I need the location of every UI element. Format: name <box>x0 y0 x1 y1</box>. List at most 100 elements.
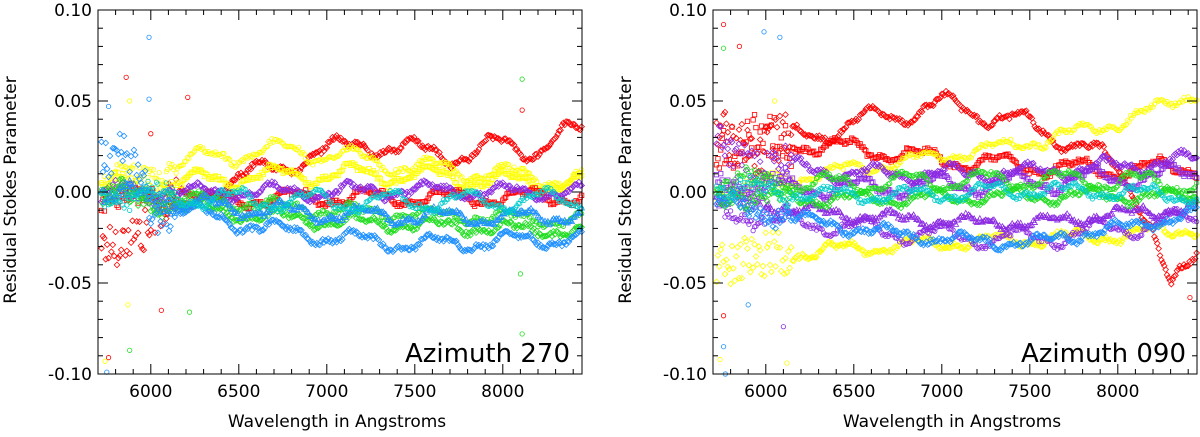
data-point <box>201 205 207 211</box>
data-point <box>113 147 121 154</box>
y-tick-label: 0.00 <box>54 183 92 203</box>
data-point <box>207 209 215 216</box>
data-point <box>724 263 732 271</box>
data-point <box>1079 140 1086 147</box>
data-point <box>1006 115 1013 123</box>
data-point <box>184 206 191 214</box>
data-point <box>571 232 578 239</box>
data-point <box>866 250 874 258</box>
data-point <box>545 240 553 247</box>
data-point <box>1171 103 1177 109</box>
data-point <box>1153 240 1161 247</box>
scatter-points <box>98 34 586 375</box>
data-point <box>355 184 363 191</box>
data-point <box>1009 141 1015 147</box>
data-point <box>232 164 238 170</box>
data-point <box>500 228 508 236</box>
data-point <box>398 144 405 152</box>
data-point <box>419 142 426 150</box>
data-point <box>730 265 737 272</box>
data-point <box>403 224 411 231</box>
data-point <box>211 195 217 201</box>
data-point <box>162 207 170 214</box>
data-point <box>1163 271 1171 279</box>
data-point <box>730 132 737 140</box>
data-point <box>146 34 152 40</box>
data-point <box>441 168 447 174</box>
data-point <box>383 168 389 174</box>
data-point <box>568 185 576 192</box>
data-point <box>276 205 282 211</box>
data-point <box>126 168 134 176</box>
data-point <box>245 222 253 230</box>
data-point <box>302 219 310 226</box>
data-point <box>498 168 504 174</box>
data-point <box>137 179 145 186</box>
data-point <box>312 149 319 157</box>
data-point <box>573 174 579 180</box>
data-point <box>720 141 727 149</box>
data-point <box>547 229 555 237</box>
data-point <box>860 144 866 150</box>
panel-annotation: Azimuth 090 <box>1021 339 1186 369</box>
data-point <box>391 171 397 177</box>
data-point <box>913 112 920 120</box>
data-point <box>103 241 111 248</box>
data-point <box>567 216 574 223</box>
data-point <box>142 183 148 189</box>
data-point <box>1170 273 1178 280</box>
data-point <box>375 218 383 225</box>
data-point <box>403 197 409 203</box>
data-point <box>521 165 527 172</box>
data-point <box>230 197 238 205</box>
data-point <box>179 182 185 188</box>
data-point <box>751 112 758 118</box>
data-point <box>548 232 556 240</box>
data-point <box>720 110 727 118</box>
data-point <box>748 235 756 243</box>
data-point <box>203 170 209 177</box>
data-point <box>534 212 542 219</box>
data-point <box>887 248 895 256</box>
data-point <box>900 121 908 128</box>
data-point <box>163 180 169 186</box>
data-point <box>323 144 331 152</box>
data-point <box>782 142 789 150</box>
data-point <box>146 96 152 102</box>
data-point <box>840 166 846 172</box>
data-point <box>1047 139 1053 145</box>
data-point <box>314 224 322 232</box>
data-point <box>317 212 323 218</box>
data-point <box>486 179 492 186</box>
data-point <box>189 151 195 157</box>
data-point <box>486 229 494 237</box>
data-point <box>196 203 202 209</box>
data-point <box>1050 135 1056 141</box>
data-point <box>732 134 740 142</box>
data-point <box>738 161 746 169</box>
data-point <box>770 238 778 245</box>
data-point <box>242 186 248 192</box>
data-point <box>784 248 792 255</box>
data-point <box>756 136 764 143</box>
data-point <box>110 144 118 152</box>
data-point <box>568 217 576 224</box>
data-point <box>572 171 578 177</box>
data-point <box>251 223 259 231</box>
data-point <box>1010 111 1017 119</box>
data-point <box>1027 143 1034 149</box>
data-point <box>380 164 386 171</box>
data-point <box>1167 280 1175 288</box>
data-point <box>307 240 315 247</box>
data-point <box>553 194 559 201</box>
data-point <box>517 206 525 214</box>
data-point <box>268 216 276 224</box>
data-point <box>374 176 381 182</box>
data-point <box>479 175 485 181</box>
data-point <box>857 161 863 167</box>
data-point <box>760 140 766 147</box>
data-point <box>977 145 983 151</box>
data-point <box>551 135 559 143</box>
data-point <box>254 158 262 166</box>
data-point <box>721 270 729 278</box>
